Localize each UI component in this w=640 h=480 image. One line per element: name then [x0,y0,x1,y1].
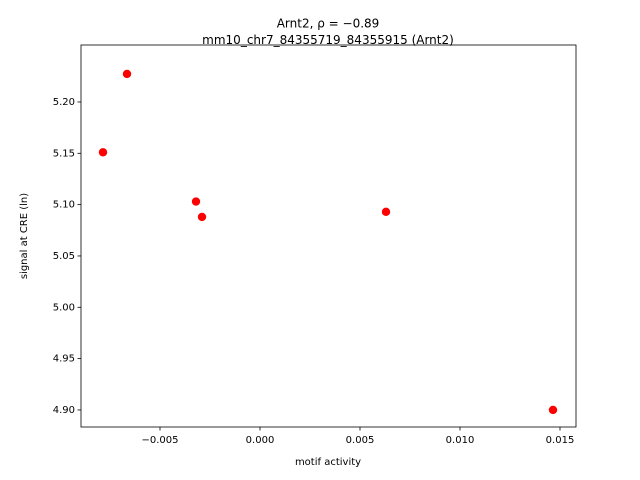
x-tick-label: 0.010 [446,435,475,446]
point [98,148,108,157]
plot-frame [80,44,577,428]
x-axis-label: motif activity [295,457,361,468]
y-tick-label: 4.90 [53,405,75,416]
y-axis-label: signal at CRE (ln) [19,193,30,279]
x-tick-label: 0.000 [246,435,275,446]
point [191,197,201,206]
y-tick-label: 5.05 [53,251,75,262]
y-tick-label: 4.95 [53,354,75,365]
x-tick-label: 0.015 [546,435,575,446]
y-tick-label: 5.20 [53,97,75,108]
point [548,405,558,415]
y-tick-label: 5.15 [53,148,75,159]
y-tick-label: 5.00 [53,302,75,313]
x-tick-label: 0.005 [346,435,375,446]
y-tick-label: 5.10 [53,200,75,211]
point [122,69,132,79]
chart-title: Arnt2, ρ = −0.89 [277,17,380,31]
point [197,212,207,222]
chart-subtitle: mm10_chr7_84355719_84355915 (Arnt2) [202,33,454,47]
x-tick-label: −0.005 [141,435,178,446]
point [381,207,391,217]
